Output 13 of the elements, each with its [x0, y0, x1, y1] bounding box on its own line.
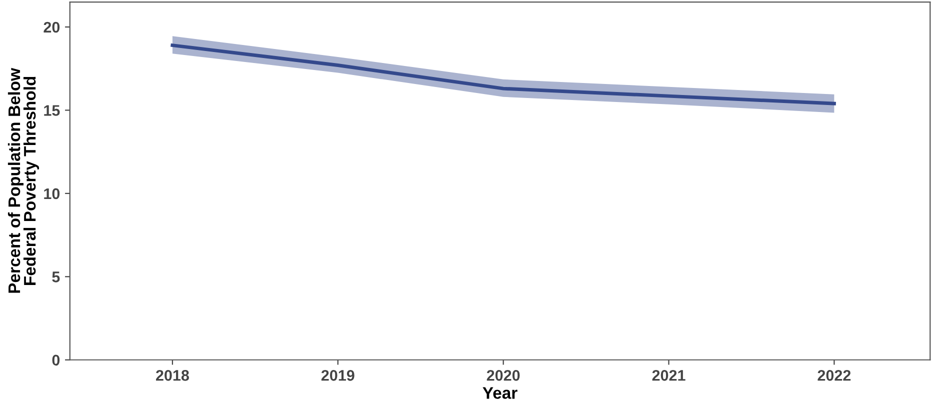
y-tick-label: 20 [44, 22, 60, 33]
x-tick-label: 2021 [652, 370, 686, 381]
x-tick-label: 2020 [486, 370, 520, 381]
x-axis-title: Year [482, 387, 518, 399]
x-tick-label: 2018 [156, 370, 189, 381]
line-series [170, 44, 836, 106]
x-tick-label: 2022 [818, 370, 851, 381]
x-tick-label: 2019 [321, 370, 354, 381]
y-tick-label: 0 [52, 354, 60, 366]
y-axis-title: Percent of Population Below Federal Poverty Threshold [8, 68, 40, 293]
y-tick-label: 5 [52, 272, 60, 282]
y-tick-label: 10 [44, 188, 60, 200]
y-tick-label: 15 [44, 105, 60, 116]
